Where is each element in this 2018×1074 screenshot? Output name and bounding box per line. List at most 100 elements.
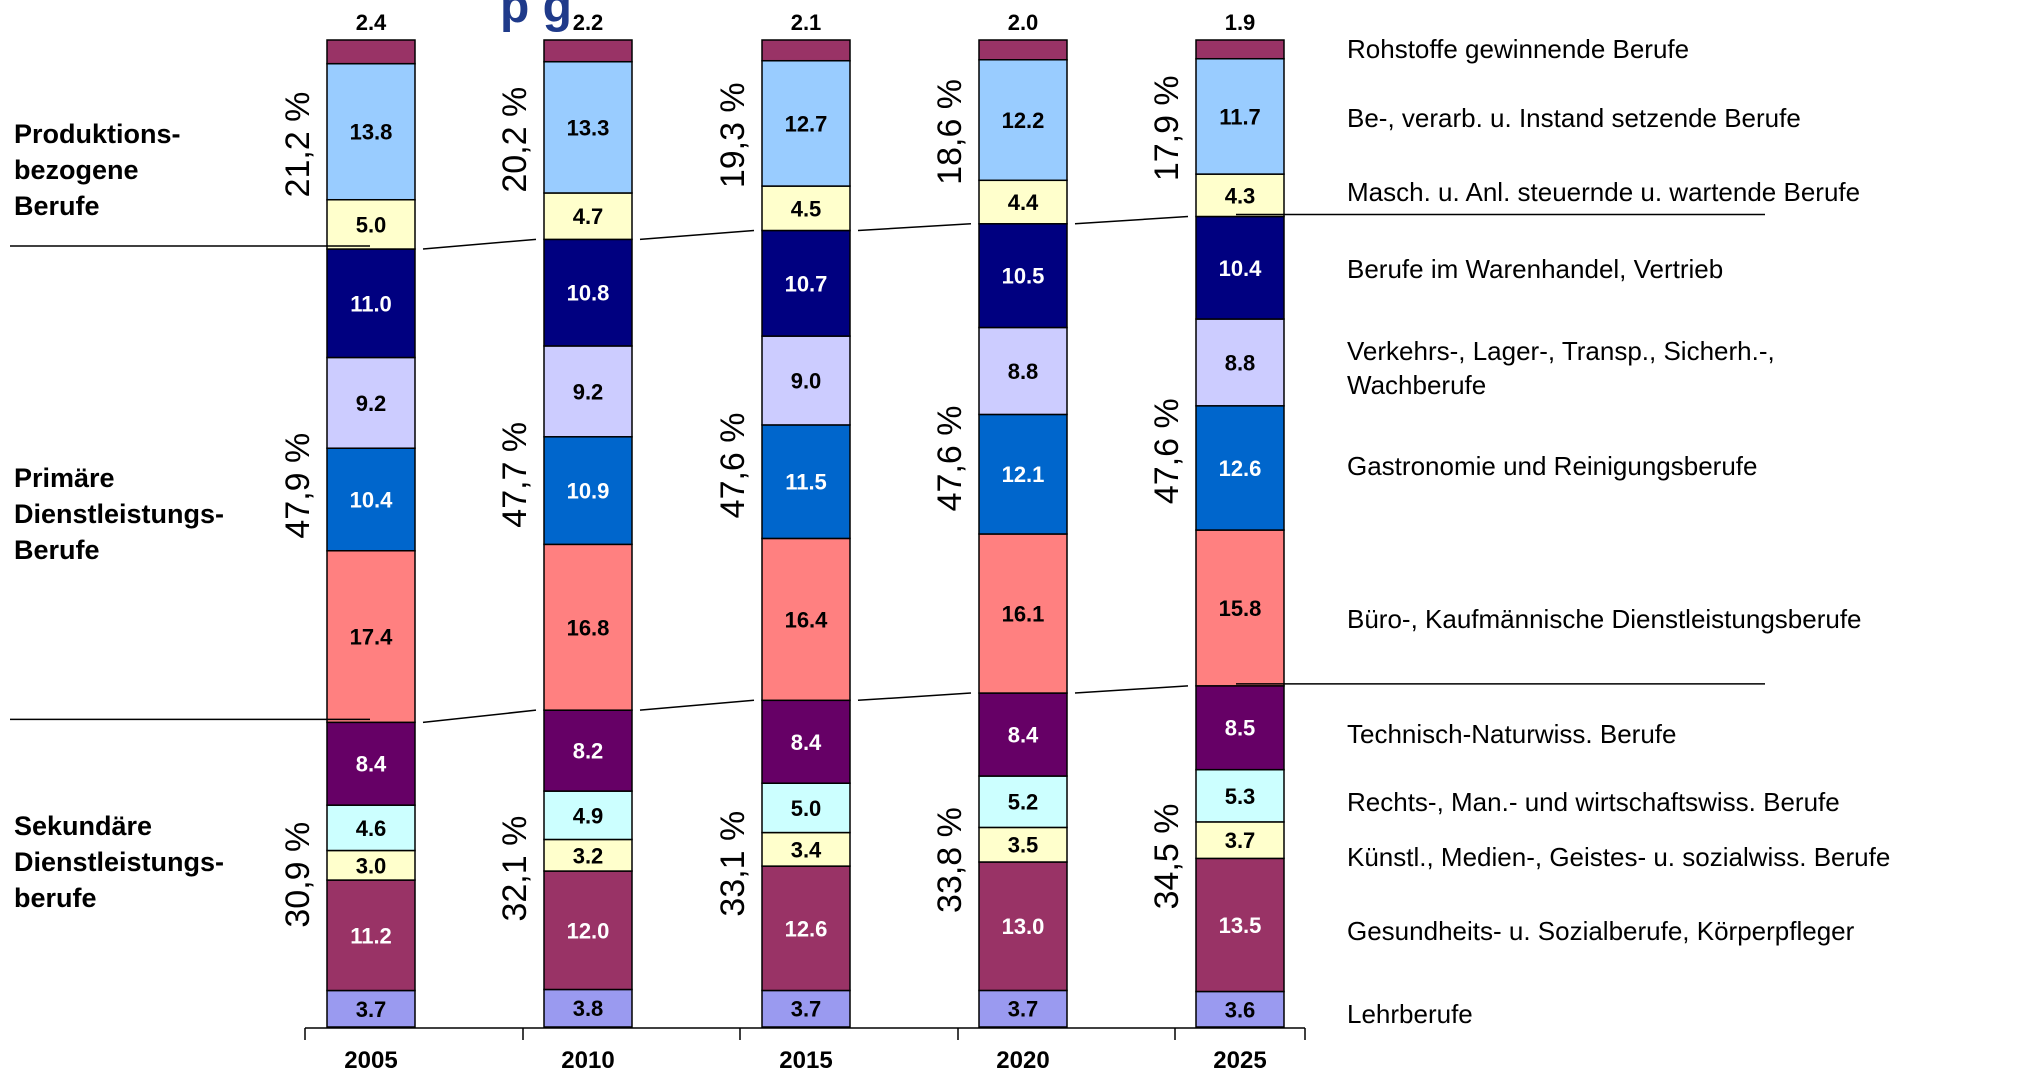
data-label: 16.8 (567, 615, 610, 640)
group-percentage: 47,6 % (931, 405, 969, 511)
bar-segment (1195, 529, 1285, 687)
bar-segment (761, 185, 851, 232)
legend-entry: Lehrberufe (1347, 999, 1473, 1029)
group-percentage: 17,9 % (1148, 75, 1186, 181)
bar-segment (761, 335, 851, 426)
data-label: 5.2 (1008, 790, 1039, 815)
group-label-line: Produktions- (14, 119, 181, 149)
bar-segment (978, 861, 1068, 992)
data-label: 3.5 (1008, 833, 1039, 858)
data-label: 11.5 (785, 470, 827, 495)
legend-entry: Technisch-Naturwiss. Berufe (1347, 719, 1676, 749)
x-tick-label: 2025 (1213, 1047, 1266, 1074)
bar-segment (326, 356, 416, 449)
bar-segment (326, 989, 416, 1028)
bar-segment (326, 62, 416, 201)
data-label: 12.2 (1002, 108, 1045, 133)
bar-segment (543, 345, 633, 438)
bar-segment (326, 39, 416, 65)
group-percentage: 18,6 % (931, 79, 969, 185)
legend-entry: Masch. u. Anl. steuernde u. wartende Ber… (1347, 177, 1860, 207)
data-label: 3.7 (791, 997, 822, 1022)
group-label: Sekundäre Dienstleistungs-berufe (14, 811, 224, 913)
bar-segment (761, 39, 851, 62)
group-percentage: 30,9 % (279, 822, 317, 928)
bar-segment (978, 59, 1068, 182)
group-separator-line (639, 699, 755, 711)
data-label: 15.8 (1219, 596, 1262, 621)
legend-entry-line: Wachberufe (1347, 370, 1486, 400)
data-label: 8.2 (573, 739, 604, 764)
group-label-line: Dienstleistungs- (14, 847, 224, 877)
data-label: 12.6 (785, 916, 828, 941)
x-tick-label: 2020 (996, 1047, 1049, 1074)
bar-segment (978, 692, 1068, 777)
data-label: 12.0 (567, 918, 610, 943)
group-percentage: 19,3 % (714, 82, 752, 188)
group-label-line: berufe (14, 883, 97, 913)
bar-segment (543, 39, 633, 63)
bar-total-label: 2.0 (1008, 10, 1039, 35)
bar-segment (326, 879, 416, 992)
bar-segment (543, 870, 633, 991)
bar-segment (1195, 685, 1285, 771)
group-separator-line (422, 709, 537, 724)
bar-segment (761, 424, 851, 540)
bar-segment (1195, 768, 1285, 823)
data-label: 8.5 (1225, 716, 1256, 741)
bar-segment (978, 826, 1068, 863)
data-label: 3.2 (573, 843, 604, 868)
data-label: 4.4 (1008, 190, 1039, 215)
data-label: 13.0 (1002, 914, 1045, 939)
group-percentage: 32,1 % (496, 816, 534, 922)
x-tick-label: 2005 (344, 1047, 397, 1074)
bar-segment (1195, 318, 1285, 407)
data-label: 9.2 (573, 379, 604, 404)
bar-segment (1195, 39, 1285, 60)
data-label: 4.6 (356, 816, 387, 841)
overlay-layer: Produktions-bezogene Berufe Primäre Dienstl… (10, 34, 1890, 1040)
group-percentage: 21,2 % (279, 92, 317, 198)
group-percentage: 47,7 % (496, 422, 534, 528)
group-percentage: 47,9 % (279, 433, 317, 539)
x-tick-label: 2010 (561, 1047, 614, 1074)
data-label: 3.8 (573, 996, 604, 1021)
bar-total-label: 2.2 (573, 10, 604, 35)
group-percentage: 20,2 % (496, 87, 534, 193)
bar-segment (1195, 173, 1285, 218)
bar-segment (326, 550, 416, 724)
data-label: 12.1 (1002, 462, 1045, 487)
bar-segment (543, 238, 633, 347)
data-label: 9.2 (356, 391, 387, 416)
legend-entry: Büro-, Kaufmännische Dienstleistungsberu… (1347, 604, 1862, 634)
data-label: 13.5 (1219, 913, 1262, 938)
bar-segment (326, 721, 416, 806)
group-separator-line (1074, 685, 1189, 694)
data-label: 10.5 (1002, 264, 1045, 289)
legend-entry: Berufe im Warenhandel, Vertrieb (1347, 254, 1723, 284)
group-separator-line (639, 229, 755, 241)
data-label: 11.0 (350, 291, 392, 316)
data-label: 10.4 (1219, 256, 1263, 281)
group-separator-line (857, 692, 972, 702)
bar-segment (543, 790, 633, 841)
data-label: 10.7 (785, 271, 828, 296)
legend-entry: Rechts-, Man.- und wirtschaftswiss. Beru… (1347, 787, 1840, 817)
bar-segment (543, 543, 633, 711)
legend-entry: Gastronomie und Reinigungsberufe (1347, 451, 1757, 481)
data-label: 12.6 (1219, 456, 1262, 481)
data-label: 16.1 (1002, 602, 1045, 627)
bar-segment (761, 865, 851, 992)
bar-total-label: 1.9 (1225, 10, 1256, 35)
group-separator-line (422, 238, 537, 250)
group-label-line: Primäre (14, 463, 115, 493)
data-label: 16.4 (785, 607, 829, 632)
group-label-line: Berufe (14, 191, 100, 221)
bar-segment (326, 804, 416, 852)
data-label: 4.3 (1225, 183, 1256, 208)
group-percentage: 33,1 % (714, 811, 752, 917)
data-label: 3.6 (1225, 997, 1256, 1022)
data-label: 4.5 (791, 196, 822, 221)
data-label: 13.3 (567, 115, 610, 140)
